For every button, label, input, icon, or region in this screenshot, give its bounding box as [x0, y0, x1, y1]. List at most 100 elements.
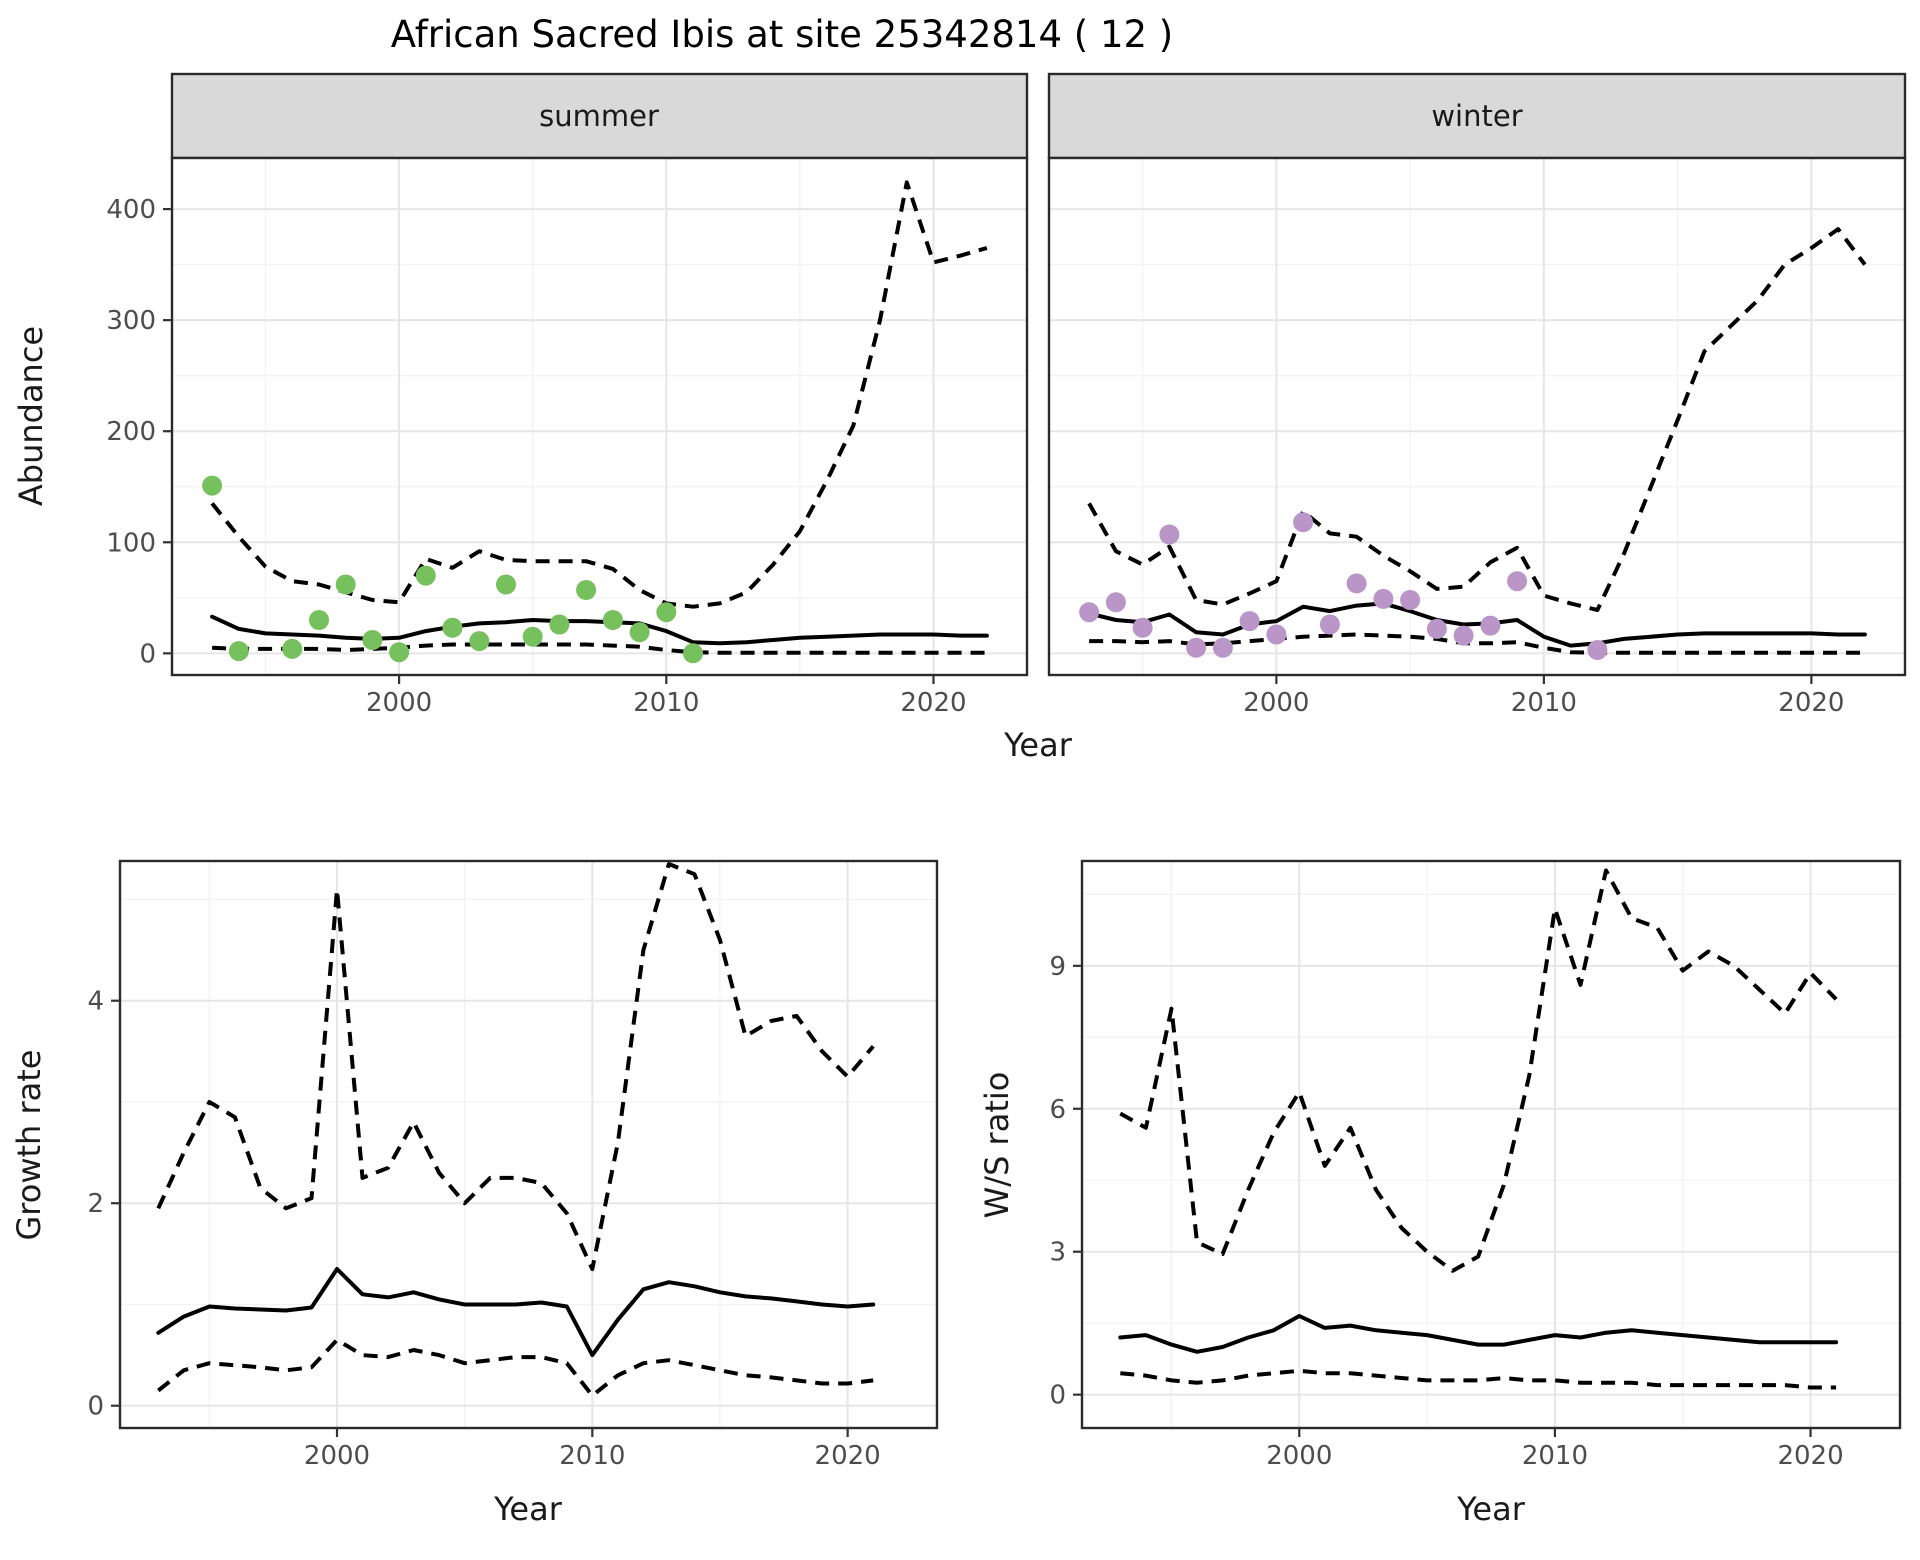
observation-point [1132, 617, 1153, 638]
y-tick-label: 0 [87, 1392, 104, 1422]
y-axis-title-abundance: Abundance [12, 326, 50, 506]
observation-point [522, 626, 543, 647]
observation-point [282, 638, 303, 659]
upper-ci-line [1119, 868, 1838, 1273]
observation-point [683, 643, 703, 664]
observation-point [202, 475, 223, 496]
x-tick-label: 2020 [900, 688, 966, 718]
median-line [1118, 1314, 1839, 1354]
y-tick-label: 2 [87, 1189, 104, 1219]
y-tick-label: 0 [139, 639, 156, 669]
observation-point [228, 641, 249, 662]
panel-background [120, 861, 937, 1428]
y-axis-title-growth-rate: Growth rate [10, 1050, 48, 1241]
facet-strip-summer-background [170, 72, 1029, 160]
lower-ci-line [1120, 1368, 1837, 1390]
observation-point [549, 614, 570, 635]
facet-strip-winter-label: winter [1431, 99, 1522, 133]
panel-border [118, 859, 939, 1430]
facet-strip-summer: summer [170, 72, 1029, 160]
panel-ws-ratio: 2000 2010 2020 0 3 6 9 [1049, 859, 1902, 1471]
y-tick-label: 400 [106, 195, 156, 225]
y-tick-label: 9 [1049, 952, 1066, 982]
observation-point [1266, 624, 1287, 645]
observation-point [496, 574, 516, 595]
lower-ci-line [1089, 632, 1865, 655]
x-tick-label: 2010 [1511, 688, 1577, 718]
x-tick-label: 2010 [1522, 1441, 1588, 1471]
panel-abundance-winter: 2000 2010 2020 [1047, 156, 1907, 718]
upper-ci-line [156, 862, 875, 1271]
x-tick-label: 2000 [304, 1441, 370, 1471]
gridlines [172, 158, 1027, 675]
y-tick-label: 4 [87, 987, 104, 1017]
observation-point [1400, 590, 1421, 610]
observation-point [1186, 637, 1207, 658]
observation-point [1239, 611, 1260, 632]
panel-border [1047, 156, 1907, 677]
observation-point [1373, 588, 1394, 609]
observation-points [202, 475, 703, 664]
panel-abundance-summer: 2000 2010 2020 0 100 200 300 400 [106, 156, 1029, 718]
observation-points [1079, 512, 1608, 660]
y-tick-label: 3 [1049, 1238, 1066, 1268]
observation-point [362, 630, 383, 650]
observation-point [1159, 524, 1180, 545]
median-line [210, 614, 989, 646]
median-line [156, 1267, 876, 1358]
upper-ci-line [1087, 227, 1867, 612]
observation-point [576, 580, 597, 600]
observation-point [1319, 614, 1340, 635]
observation-point [1587, 640, 1608, 660]
observation-point [1453, 625, 1474, 646]
panel-background [172, 158, 1027, 675]
facet-strip-winter-background [1047, 72, 1907, 160]
observation-point [1346, 573, 1367, 594]
observation-point [1212, 637, 1233, 658]
x-tick-label: 2000 [1243, 688, 1309, 718]
observation-point [1293, 512, 1314, 533]
plot-title: African Sacred Ibis at site 25342814 ( 1… [391, 13, 1173, 56]
x-tick-label: 2000 [1266, 1441, 1332, 1471]
observation-point [602, 610, 623, 630]
panel-border [170, 156, 1029, 677]
panel-border [1080, 859, 1902, 1430]
y-tick-label: 100 [106, 528, 156, 558]
observation-point [1079, 602, 1100, 623]
y-axis-title-ws-ratio: W/S ratio [978, 1072, 1016, 1219]
gridlines [120, 861, 937, 1428]
facet-strip-summer-label: summer [539, 99, 659, 133]
observation-point [309, 610, 329, 630]
observation-point [442, 617, 463, 638]
x-tick-label: 2020 [1777, 1441, 1843, 1471]
panel-background [1082, 861, 1900, 1428]
x-tick-label: 2010 [559, 1441, 625, 1471]
x-axis-title-year-top: Year [1003, 726, 1073, 764]
x-tick-label: 2010 [633, 688, 699, 718]
observation-point [415, 565, 436, 586]
x-tick-label: 2020 [1778, 688, 1844, 718]
facet-strip-winter: winter [1047, 72, 1907, 160]
observation-point [656, 602, 677, 623]
y-tick-label: 300 [106, 306, 156, 336]
observation-point [1105, 592, 1126, 613]
x-tick-label: 2020 [815, 1441, 881, 1471]
observation-point [629, 622, 650, 643]
x-axis-title-year-bottom-left: Year [493, 1490, 563, 1528]
observation-point [335, 574, 356, 595]
y-tick-label: 200 [106, 417, 156, 447]
observation-point [389, 642, 410, 663]
y-tick-label: 0 [1049, 1381, 1066, 1411]
observation-point [1426, 618, 1447, 639]
lower-ci-line [157, 1337, 874, 1398]
x-tick-label: 2000 [366, 688, 432, 718]
observation-point [1507, 571, 1528, 592]
lower-ci-line [212, 642, 987, 655]
observation-point [469, 631, 490, 652]
y-tick-label: 6 [1049, 1095, 1066, 1125]
x-axis-title-year-bottom-right: Year [1456, 1490, 1526, 1528]
median-line [1087, 601, 1867, 648]
panel-growth-rate: 2000 2010 2020 0 2 4 [87, 859, 939, 1471]
